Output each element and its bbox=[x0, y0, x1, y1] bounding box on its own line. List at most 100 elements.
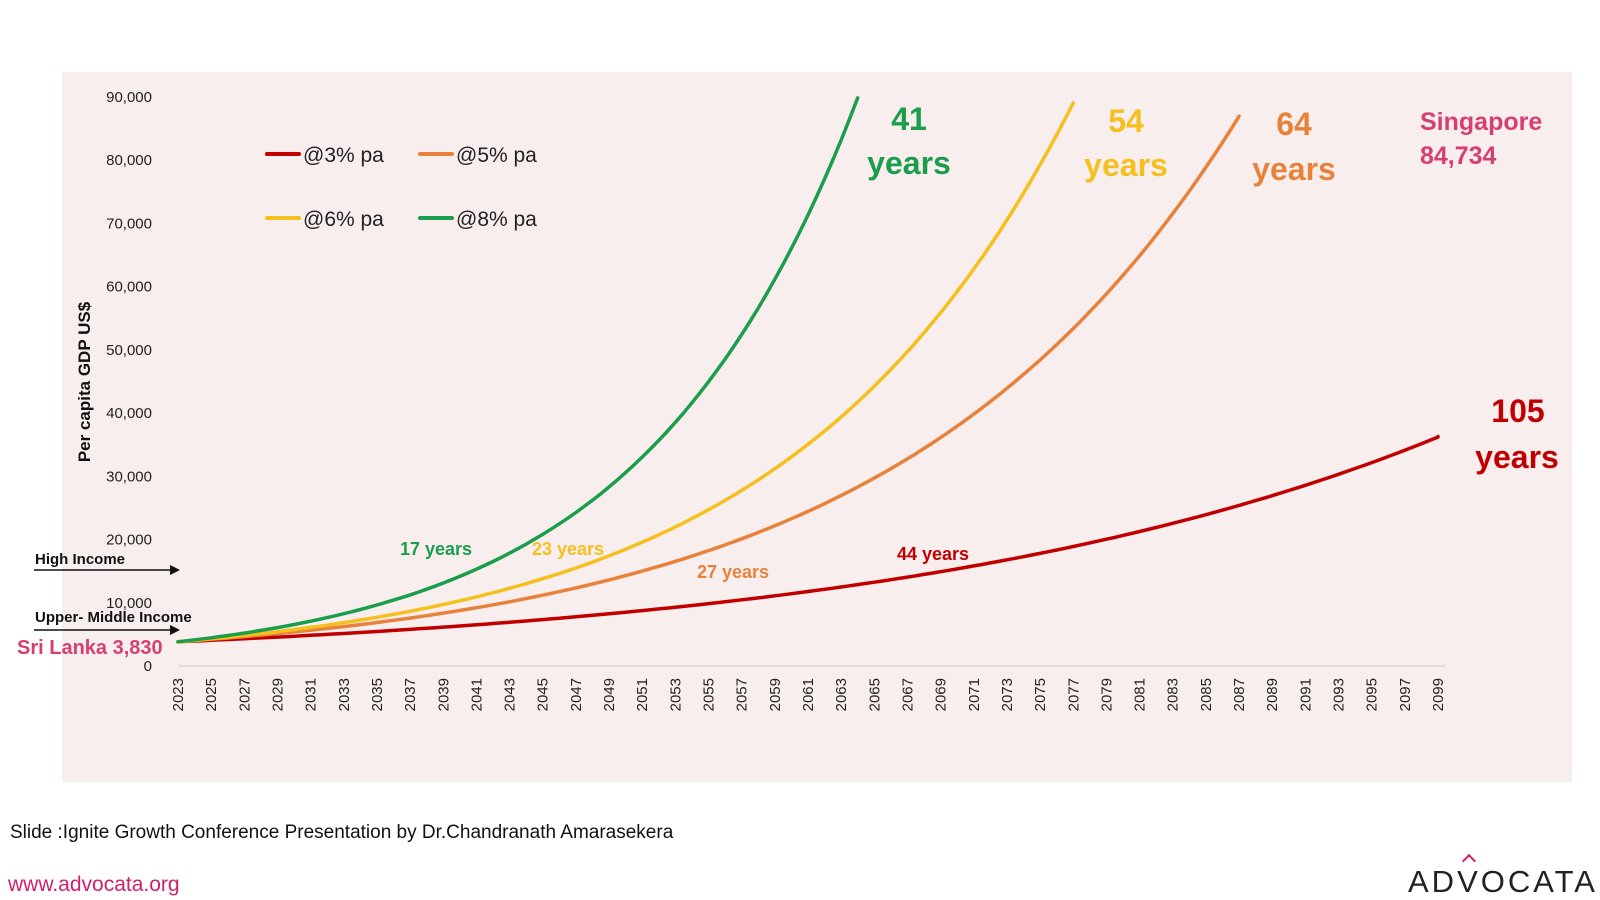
logo-text-start: AD bbox=[1408, 864, 1458, 899]
x-tick-label: 2039 bbox=[435, 678, 452, 711]
y-axis-title: Per capita GDP US$ bbox=[75, 301, 94, 462]
yellow-end-word: years bbox=[1084, 147, 1168, 183]
series-3-point bbox=[674, 421, 677, 424]
x-tick-label: 2077 bbox=[1065, 678, 1082, 711]
x-tick-label: 2065 bbox=[866, 678, 883, 711]
red-mid-label: 44 years bbox=[897, 544, 969, 564]
x-tick-label: 2023 bbox=[170, 678, 187, 711]
y-tick-label: 90,000 bbox=[106, 89, 152, 106]
series-0-point bbox=[674, 606, 677, 609]
y-tick-label: 20,000 bbox=[106, 532, 152, 549]
x-tick-label: 2051 bbox=[634, 678, 651, 711]
series-0-point bbox=[508, 621, 511, 624]
x-tick-label: 2045 bbox=[535, 678, 552, 711]
x-tick-label: 2097 bbox=[1397, 678, 1414, 711]
slide-caption: Slide :Ignite Growth Conference Presenta… bbox=[10, 822, 674, 843]
series-1-point bbox=[508, 600, 511, 603]
x-tick-label: 2075 bbox=[1032, 678, 1049, 711]
x-tick-label: 2073 bbox=[999, 678, 1016, 711]
series-line-0 bbox=[176, 434, 1440, 644]
singapore-label: Singapore bbox=[1420, 108, 1542, 136]
y-tick-label: 60,000 bbox=[106, 279, 152, 296]
series-1-point bbox=[674, 560, 677, 563]
yellow-end-number: 54 bbox=[1108, 103, 1144, 139]
series-1-point bbox=[1171, 212, 1174, 215]
legend-label: @6% pa bbox=[303, 208, 384, 231]
website-link[interactable]: www.advocata.org bbox=[8, 873, 180, 896]
series-3-point bbox=[177, 640, 180, 643]
sri-lanka-label: Sri Lanka 3,830 bbox=[17, 637, 163, 659]
y-tick-label: 0 bbox=[144, 658, 152, 675]
red-end-number: 105 bbox=[1491, 393, 1544, 429]
series-1-point bbox=[1238, 115, 1241, 118]
x-tick-label: 2047 bbox=[568, 678, 585, 711]
y-tick-label: 30,000 bbox=[106, 468, 152, 485]
x-tick-label: 2029 bbox=[269, 678, 286, 711]
x-tick-label: 2061 bbox=[800, 678, 817, 711]
series-3-point bbox=[508, 552, 511, 555]
y-tick-label: 40,000 bbox=[106, 405, 152, 422]
orange-end-word: years bbox=[1252, 151, 1336, 187]
orange-end-number: 64 bbox=[1276, 106, 1312, 142]
x-tick-label: 2081 bbox=[1132, 678, 1149, 711]
x-tick-label: 2099 bbox=[1430, 678, 1447, 711]
series-0-point bbox=[342, 632, 345, 635]
x-tick-label: 2069 bbox=[933, 678, 950, 711]
x-tick-label: 2057 bbox=[734, 678, 751, 711]
x-tick-label: 2033 bbox=[336, 678, 353, 711]
x-tick-label: 2087 bbox=[1231, 678, 1248, 711]
axes-layer: 0 10,000 20,000 30,000 40,000 50,000 60,000 70,… bbox=[75, 89, 1447, 711]
x-tick-label: 2059 bbox=[767, 678, 784, 711]
series-1-point bbox=[342, 625, 345, 628]
green-mid-label: 17 years bbox=[400, 539, 472, 559]
series-3-point bbox=[840, 138, 843, 141]
x-tick-label: 2035 bbox=[369, 678, 386, 711]
singapore-value: 84,734 bbox=[1420, 142, 1497, 170]
x-tick-label: 2095 bbox=[1364, 678, 1381, 711]
series-0-point bbox=[840, 586, 843, 589]
upper-middle-income-label: Upper- Middle Income bbox=[35, 609, 192, 626]
series-line-3 bbox=[176, 96, 860, 644]
x-tick-label: 2085 bbox=[1198, 678, 1215, 711]
x-tick-label: 2031 bbox=[303, 678, 320, 711]
y-tick-label: 80,000 bbox=[106, 152, 152, 169]
advocata-logo: ADVOCATA bbox=[1408, 864, 1598, 900]
green-end-word: years bbox=[867, 145, 951, 181]
high-income-label: High Income bbox=[35, 551, 125, 568]
y-tick-label: 10,000 bbox=[106, 595, 152, 612]
x-tick-label: 2041 bbox=[468, 678, 485, 711]
series-2-point bbox=[1072, 101, 1075, 104]
x-tick-label: 2037 bbox=[402, 678, 419, 711]
series-3-point bbox=[856, 96, 859, 99]
upper-middle-arrow-head bbox=[170, 625, 180, 635]
x-tick-label: 2063 bbox=[833, 678, 850, 711]
series-2-point bbox=[1005, 218, 1008, 221]
series-1-point bbox=[1005, 387, 1008, 390]
high-income-arrow-head bbox=[170, 565, 180, 575]
x-tick-label: 2053 bbox=[667, 678, 684, 711]
red-end-word: years bbox=[1475, 439, 1559, 475]
x-tick-label: 2027 bbox=[236, 678, 253, 711]
x-tick-label: 2071 bbox=[966, 678, 983, 711]
x-tick-label: 2093 bbox=[1331, 678, 1348, 711]
series-line-2 bbox=[176, 101, 1076, 644]
series-0-point bbox=[1005, 558, 1008, 561]
x-tick-label: 2067 bbox=[899, 678, 916, 711]
series-0-point bbox=[1437, 435, 1440, 438]
x-tick-label: 2025 bbox=[203, 678, 220, 711]
legend-label: @8% pa bbox=[456, 208, 537, 231]
series-2-point bbox=[840, 415, 843, 418]
chart-panel: 0 10,000 20,000 30,000 40,000 50,000 60,000 70,… bbox=[17, 72, 1572, 782]
series-3-point bbox=[342, 612, 345, 615]
orange-mid-label: 27 years bbox=[697, 562, 769, 582]
series-2-point bbox=[342, 621, 345, 624]
series-line-1 bbox=[176, 114, 1241, 644]
x-tick-label: 2043 bbox=[502, 678, 519, 711]
series-2-point bbox=[508, 587, 511, 590]
y-tick-label: 70,000 bbox=[106, 215, 152, 232]
x-tick-label: 2055 bbox=[701, 678, 718, 711]
x-tick-label: 2079 bbox=[1098, 678, 1115, 711]
yellow-mid-label: 23 years bbox=[532, 539, 604, 559]
legend-label: @5% pa bbox=[456, 144, 537, 167]
x-tick-label: 2083 bbox=[1165, 678, 1182, 711]
